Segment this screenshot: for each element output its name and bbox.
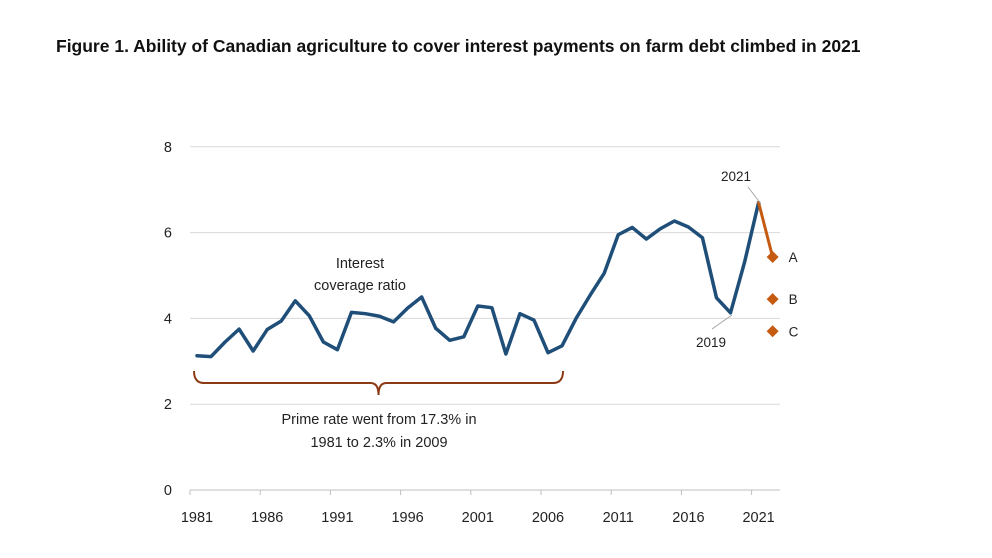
x-tick-label-2016: 2016 [672, 510, 704, 526]
series-lines [195, 200, 775, 359]
scenario-point-c [766, 325, 779, 338]
gridlines [190, 146, 780, 405]
prime-rate-brace [193, 370, 565, 396]
leader-2019 [711, 314, 733, 330]
series-label-line1: Interest [336, 256, 384, 272]
x-axis-ticks: 1981 1986 1991 1996 2001 2006 2011 2016 2021 [181, 490, 775, 526]
y-tick-label-2: 2 [164, 397, 172, 413]
x-tick-label-1996: 1996 [391, 510, 423, 526]
x-tick-label-2011: 2011 [603, 510, 634, 526]
scenario-label-a: A [789, 250, 798, 265]
x-tick-label-2021: 2021 [742, 510, 774, 526]
y-tick-label-0: 0 [164, 483, 172, 499]
series-line-interest-coverage [195, 200, 761, 359]
scenario-point-b [766, 293, 779, 306]
series-label-line2: coverage ratio [314, 278, 406, 294]
brace-text-line1: Prime rate went from 17.3% in [281, 412, 476, 428]
scenario-label-c: C [789, 324, 799, 339]
series-line-2022-projection [757, 201, 775, 259]
annotations: Interest coverage ratio Prime rate went … [281, 169, 762, 451]
chart-title: Figure 1. Ability of Canadian agricultur… [56, 36, 861, 56]
x-tick-label-2006: 2006 [532, 510, 564, 526]
y-tick-label-6: 6 [164, 226, 172, 242]
y-tick-label-4: 4 [164, 311, 172, 327]
label-2021: 2021 [721, 169, 751, 184]
label-2019: 2019 [696, 335, 726, 350]
leader-2021 [747, 186, 762, 205]
x-tick-label-2001: 2001 [462, 510, 494, 526]
y-tick-label-8: 8 [164, 140, 172, 156]
scenario-point-a [766, 251, 779, 264]
scenario-points: A B C [766, 250, 799, 339]
y-axis-ticks: 0 2 4 6 8 [164, 140, 172, 499]
brace-path [193, 370, 565, 396]
brace-text-line2: 1981 to 2.3% in 2009 [310, 435, 447, 451]
x-tick-label-1981: 1981 [181, 510, 213, 526]
scenario-label-b: B [789, 292, 798, 307]
x-tick-label-1991: 1991 [321, 510, 353, 526]
x-tick-label-1986: 1986 [251, 510, 283, 526]
